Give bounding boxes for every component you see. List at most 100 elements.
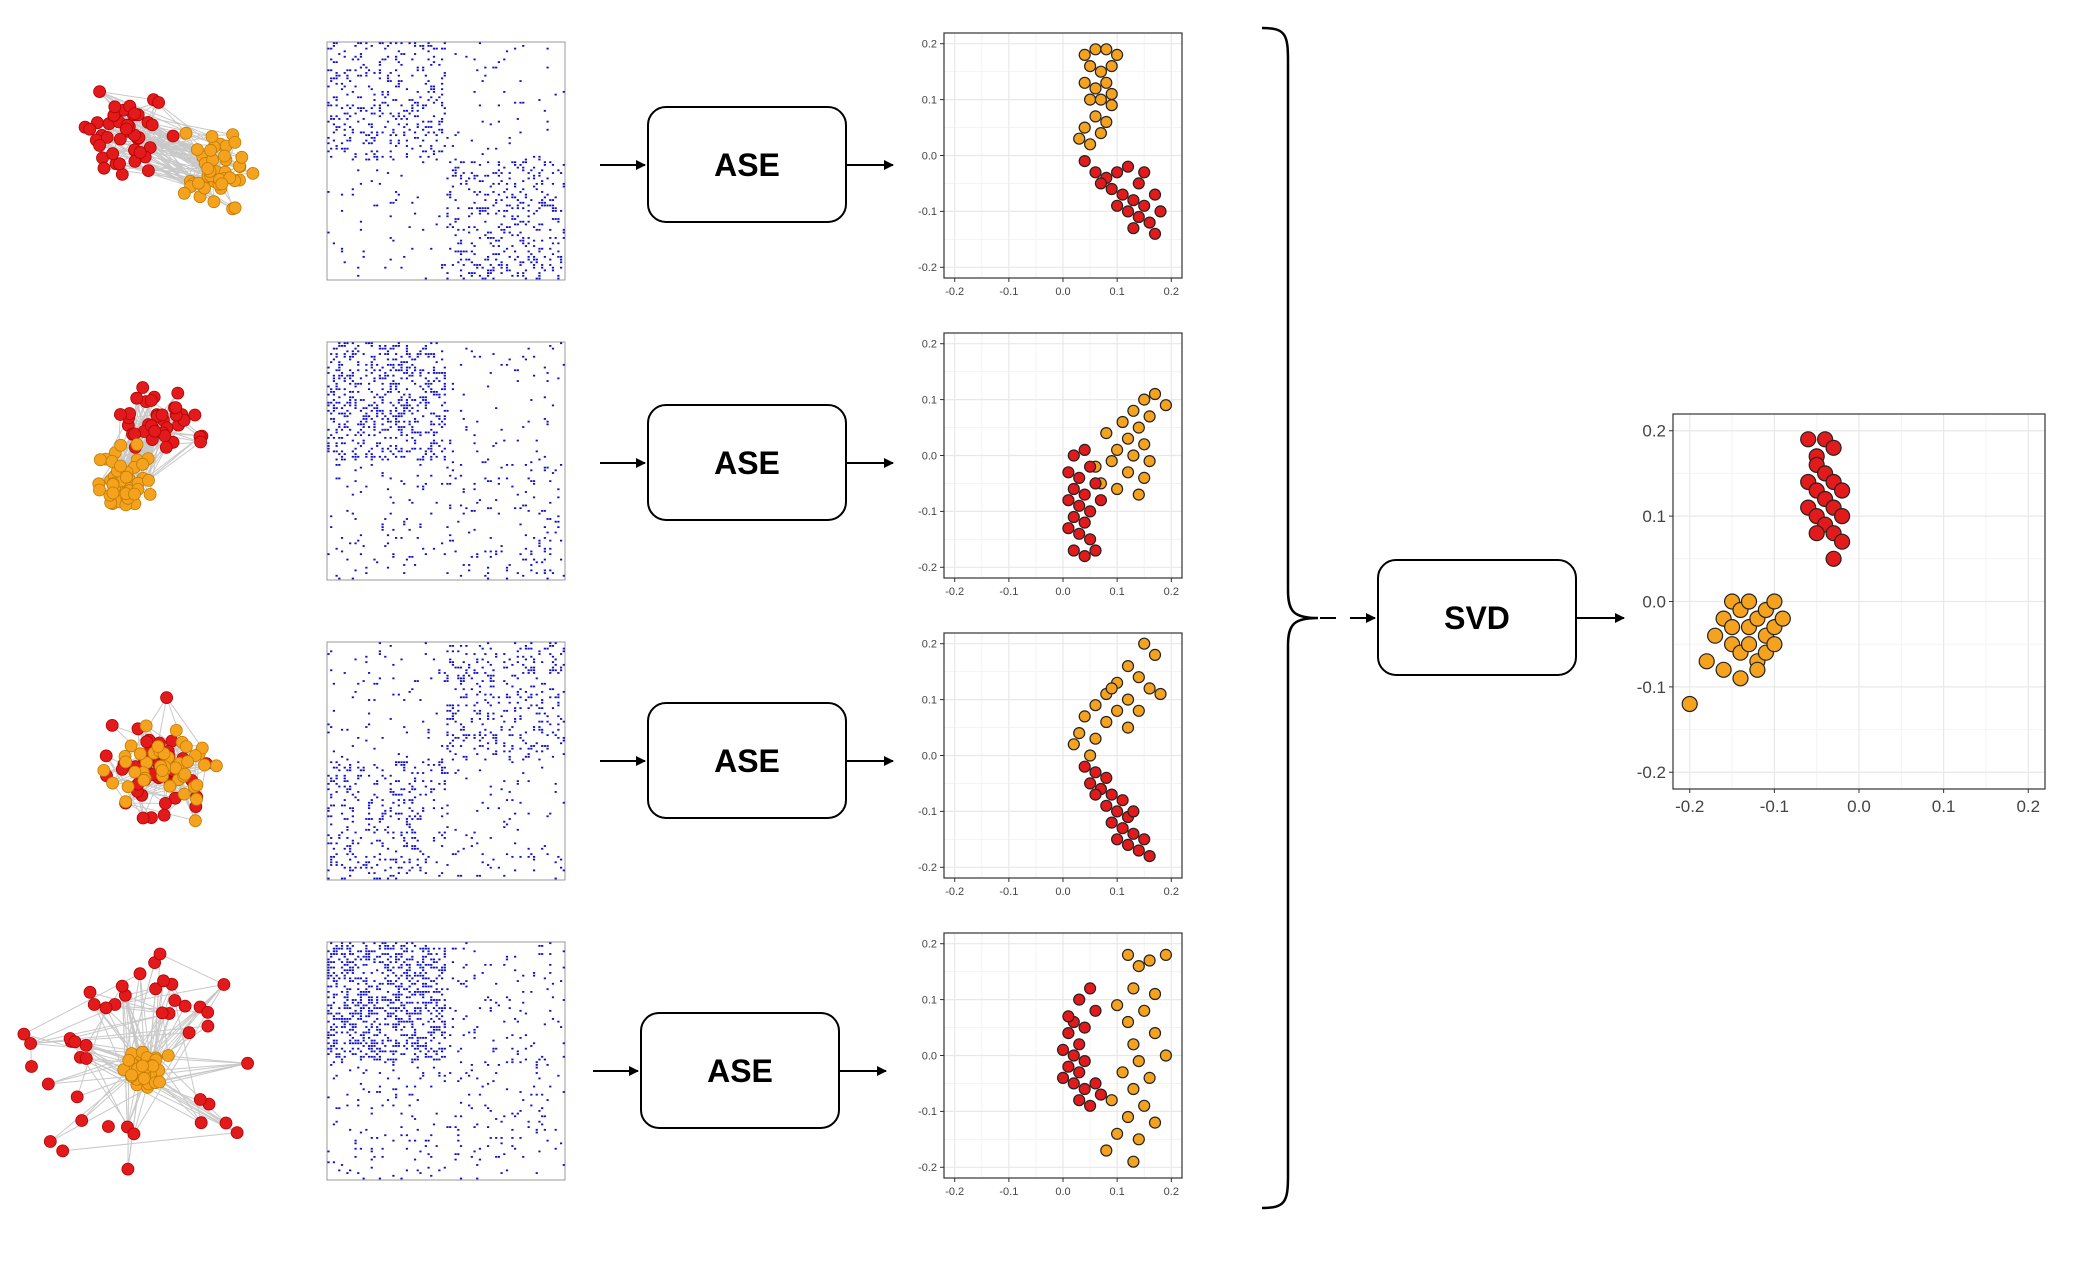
matrix-dot — [422, 347, 425, 350]
matrix-dot — [443, 374, 446, 377]
matrix-dot — [389, 388, 392, 391]
matrix-dot — [362, 1055, 365, 1058]
graph-node — [87, 998, 101, 1011]
matrix-dot — [373, 396, 376, 399]
matrix-dot — [522, 274, 525, 277]
scatter-point — [1121, 160, 1135, 173]
matrix-dot — [562, 1164, 565, 1166]
matrix-dot — [362, 766, 365, 769]
matrix-dot — [440, 1034, 444, 1037]
matrix-dot — [373, 355, 376, 358]
matrix-dot — [378, 1177, 381, 1180]
matrix-dot — [457, 1080, 460, 1083]
matrix-dot — [343, 974, 346, 977]
matrix-dot — [446, 709, 449, 712]
matrix-dot — [489, 231, 492, 234]
matrix-dot — [370, 842, 373, 845]
matrix-dot — [516, 199, 519, 201]
matrix-dot — [354, 999, 357, 1001]
matrix-dot — [508, 728, 511, 731]
graph-node — [124, 739, 138, 753]
matrix-dot — [408, 815, 411, 818]
matrix-dot — [330, 80, 333, 82]
matrix-dot — [343, 458, 346, 461]
matrix-dot — [562, 574, 565, 577]
matrix-dot — [335, 980, 338, 982]
matrix-dot — [440, 1020, 444, 1023]
matrix-dot — [530, 569, 533, 572]
matrix-dot — [492, 696, 495, 699]
matrix-dot — [551, 731, 555, 734]
matrix-dot — [346, 77, 349, 80]
matrix-dot — [549, 161, 552, 164]
matrix-dot — [392, 1088, 395, 1091]
matrix-dot — [367, 804, 371, 807]
matrix-dot — [435, 1009, 438, 1012]
matrix-dot — [376, 1042, 379, 1045]
graph-node — [194, 1116, 208, 1130]
matrix-dot — [411, 993, 414, 996]
matrix-dot — [478, 731, 482, 734]
matrix-dot — [346, 1104, 349, 1107]
matrix-dot — [443, 1007, 446, 1010]
matrix-dot — [516, 118, 519, 120]
matrix-dot — [459, 982, 463, 985]
matrix-dot — [335, 477, 338, 480]
matrix-dot — [508, 818, 511, 820]
matrix-dot — [516, 1050, 519, 1053]
matrix-dot — [495, 172, 498, 174]
matrix-dot — [367, 1055, 371, 1058]
x-tick-label: 0.1 — [1932, 797, 1956, 816]
matrix-dot — [365, 572, 368, 574]
matrix-dot — [413, 366, 417, 369]
matrix-dot — [424, 82, 427, 85]
matrix-dot — [378, 839, 381, 842]
matrix-dot — [449, 742, 452, 745]
matrix-dot — [476, 228, 479, 231]
matrix-dot — [408, 861, 411, 864]
matrix-dot — [541, 204, 544, 207]
matrix-dot — [557, 255, 560, 258]
matrix-dot — [462, 755, 465, 758]
matrix-dot — [411, 58, 414, 61]
matrix-dot — [476, 701, 479, 704]
matrix-dot — [335, 431, 338, 434]
matrix-dot — [430, 791, 433, 793]
graph-node — [191, 176, 205, 190]
scatter-point — [1766, 636, 1783, 653]
matrix-dot — [432, 115, 436, 118]
matrix-dot — [370, 126, 373, 128]
matrix-dot — [532, 858, 536, 861]
scatter-point — [1062, 1060, 1075, 1073]
matrix-dot — [335, 761, 338, 764]
matrix-dot — [359, 990, 363, 993]
matrix-dot — [397, 415, 400, 418]
matrix-dot — [362, 431, 365, 434]
matrix-dot — [432, 961, 436, 964]
graph-node — [144, 394, 158, 407]
matrix-dot — [435, 393, 438, 396]
scatter-point — [1143, 954, 1156, 967]
matrix-dot — [359, 1131, 363, 1134]
matrix-dot — [349, 966, 352, 969]
matrix-dot — [395, 118, 398, 120]
matrix-dot — [335, 774, 338, 777]
matrix-dot — [357, 1012, 360, 1015]
matrix-dot — [440, 745, 444, 747]
matrix-dot — [346, 780, 349, 783]
matrix-dot — [403, 1007, 406, 1010]
matrix-dot — [459, 1077, 463, 1080]
matrix-dot — [335, 61, 338, 64]
matrix-dot — [546, 66, 549, 69]
matrix-dot — [392, 677, 395, 680]
matrix-dot — [403, 769, 406, 772]
matrix-dot — [465, 985, 468, 988]
matrix-dot — [484, 199, 487, 201]
matrix-dot — [562, 231, 565, 234]
matrix-dot — [443, 447, 446, 450]
matrix-dot — [557, 169, 560, 172]
matrix-dot — [332, 358, 336, 361]
scatter-point — [1105, 816, 1118, 829]
matrix-dot — [430, 382, 433, 385]
matrix-dot — [549, 669, 552, 672]
